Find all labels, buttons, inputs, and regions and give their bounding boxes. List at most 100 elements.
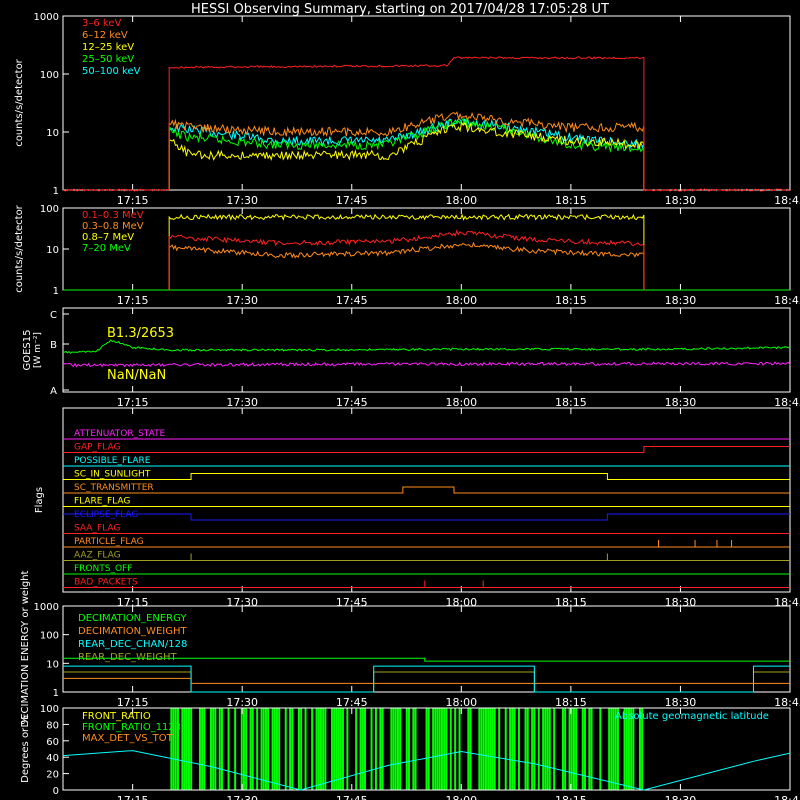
panel4-flag-line: [63, 473, 790, 480]
panel6-y-tick-label: 40: [46, 753, 59, 764]
figure-title: HESSI Observing Summary, starting on 201…: [191, 2, 609, 17]
panel1-legend-item: 25–50 keV: [82, 54, 134, 65]
panel3-y-tick-label: C: [50, 310, 57, 321]
panel1-legend-item: 12–25 keV: [82, 42, 134, 53]
panel4-flag-line: [63, 446, 790, 453]
panel2-y-tick-label: 100: [40, 204, 59, 215]
panel2-legend-item: 0.1–0.3 MeV: [82, 210, 144, 221]
panel2-legend-item: 7–20 MeV: [82, 243, 131, 254]
panel5-legend-item: REAR_DEC_CHAN/128: [78, 639, 187, 650]
panel3-series-line: [62, 339, 791, 354]
panel4-flag-label: AAZ_FLAG: [74, 551, 121, 561]
panel1-series-line: [168, 117, 645, 191]
panel5-y-tick-label: 100: [40, 631, 59, 642]
panel1-legend-item: 50–100 keV: [82, 66, 141, 77]
panel1-legend-item: 3–6 keV: [82, 18, 121, 29]
panel6-annotation: Absolute geomagnetic latitude: [615, 711, 769, 722]
panel4-flag-label: GAP_FLAG: [74, 443, 120, 453]
panel1-series-line: [62, 56, 791, 192]
panel2-y-label: counts/s/detector: [14, 204, 25, 292]
panel6-x-tick-label: 17:45: [336, 794, 368, 800]
panel4-flag-label: POSSIBLE_FLARE: [74, 456, 151, 466]
panel4-flag-label: SC_TRANSMITTER: [74, 483, 154, 493]
panel5-series-line: [63, 657, 790, 662]
panel6-x-tick-label: 18:15: [555, 794, 587, 800]
panel1-legend-item: 6–12 keV: [82, 30, 128, 41]
panel1-x-tick-label: 17:15: [117, 194, 149, 207]
panel5-x-tick-label: 18:15: [555, 696, 587, 709]
panel4-flag-label: FRONTS_OFF: [74, 564, 132, 574]
panel1-series-line: [168, 111, 645, 191]
panel2-x-tick-label: 18:30: [665, 294, 697, 307]
panel1-series-line: [168, 121, 645, 191]
panel1-x-tick-label: 18:15: [555, 194, 587, 207]
panel3-y-label: GOES15: [22, 329, 33, 370]
panel2-y-tick-label: 1: [53, 286, 59, 297]
panel5-y-label: DECIMATION ENERGY or weight: [20, 570, 31, 727]
panel4-flag-label: PARTICLE_FLAG: [74, 537, 144, 547]
panel3-y-tick-label: A: [50, 386, 57, 397]
panel6-legend-item: MAX_DET_VS_TOT: [82, 733, 174, 744]
panel5-x-tick-label: 17:45: [336, 696, 368, 709]
panel1-x-tick-label: 18:00: [445, 194, 477, 207]
panel3-x-tick-label: 18:45: [774, 396, 800, 409]
panel1-y-tick-label: 10: [46, 128, 59, 139]
panel5-y-tick-label: 10: [46, 659, 59, 670]
panel2-x-tick-label: 17:15: [117, 294, 149, 307]
panel6-legend-item: FRONT_RATIO_1123: [82, 722, 181, 733]
panel6-x-tick-label: 18:30: [665, 794, 697, 800]
panel5-legend-item: DECIMATION_WEIGHT: [78, 626, 187, 637]
panel4-flag-label: SAA_FLAG: [74, 524, 120, 534]
panel4-flag-label: BAD_PACKETS: [74, 578, 138, 588]
panel3-x-tick-label: 18:15: [555, 396, 587, 409]
panel6-x-tick-label: 17:30: [226, 794, 258, 800]
panel6-y-tick-label: 0: [53, 786, 59, 797]
panel4-flag-line: [63, 513, 790, 521]
panel2-y-tick-label: 10: [46, 245, 59, 256]
panel5-legend-item: REAR_DEC_WEIGHT: [78, 652, 177, 663]
panel3-x-tick-label: 17:45: [336, 396, 368, 409]
panel6-legend-item: FRONT_RATIO: [82, 711, 151, 722]
panel4-x-tick-label: 18:45: [774, 596, 800, 609]
panel5-x-tick-label: 18:45: [774, 696, 800, 709]
panel5-x-tick-label: 18:00: [445, 696, 477, 709]
panel5-y-tick-label: 1: [53, 688, 59, 699]
panel1-y-tick-label: 1000: [34, 12, 59, 23]
panel2-series-line: [168, 229, 645, 291]
panel3-y-tick-label: B: [50, 340, 57, 351]
panel1-y-tick-label: 1: [53, 186, 59, 197]
panel5-legend-item: DECIMATION_ENERGY: [78, 613, 187, 624]
panel3-x-tick-label: 17:15: [117, 396, 149, 409]
panel5-frame: [62, 605, 791, 693]
panel3-frame: [62, 307, 791, 393]
panel6-y-tick-label: 80: [46, 720, 59, 731]
panel4-frame: [62, 407, 791, 593]
panel3-x-tick-label: 18:00: [445, 396, 477, 409]
panel1-y-tick-label: 100: [40, 70, 59, 81]
panel5-series-line: [63, 665, 790, 693]
panel2-legend-item: 0.3–0.8 MeV: [82, 221, 144, 232]
panel2-legend-item: 0.8–7 MeV: [82, 232, 134, 243]
panel5-x-tick-label: 17:30: [226, 696, 258, 709]
panel1-x-tick-label: 17:45: [336, 194, 368, 207]
panel2-x-tick-label: 17:45: [336, 294, 368, 307]
panel1-x-tick-label: 18:30: [665, 194, 697, 207]
panel1-y-label: counts/s/detector: [14, 58, 25, 146]
panel6-y-tick-label: 100: [40, 704, 59, 715]
panel6-y-tick-label: 20: [46, 770, 59, 781]
panel3-y-units: [W m⁻²]: [33, 332, 43, 368]
panel3-x-tick-label: 17:30: [226, 396, 258, 409]
panel6-latitude-line: [62, 750, 791, 791]
panel6-frame: [62, 707, 791, 791]
panel4-flag-label: SC_IN_SUNLIGHT: [74, 470, 151, 480]
panel3-annotation: B1.3/2653: [107, 326, 174, 341]
panel6-x-tick-label: 17:15: [117, 794, 149, 800]
panel6-x-tick-label: 18:00: [445, 794, 477, 800]
panel2-x-tick-label: 18:00: [445, 294, 477, 307]
panel4-flag-label: FLARE_FLAG: [74, 497, 130, 507]
panel1-x-tick-label: 18:45: [774, 194, 800, 207]
panel2-series-line: [168, 241, 645, 291]
panel5-x-tick-label: 17:15: [117, 696, 149, 709]
panel3-series-line: [62, 361, 791, 368]
